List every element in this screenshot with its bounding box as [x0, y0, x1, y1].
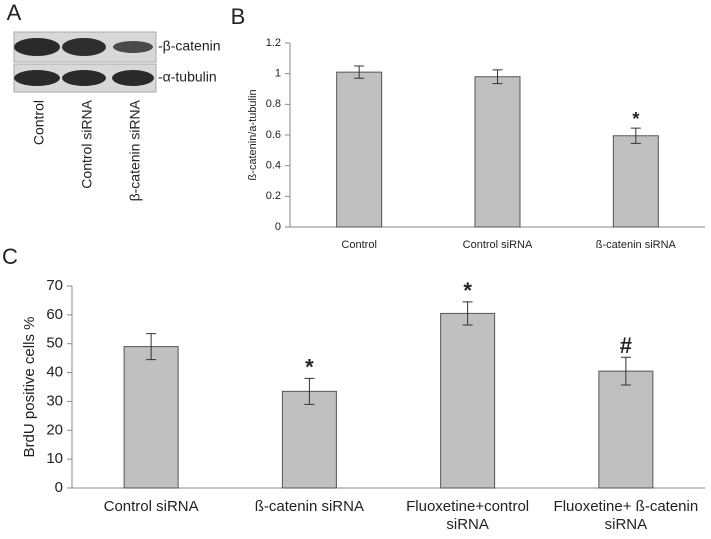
y-tick-label: 50	[46, 335, 63, 352]
bar	[440, 312, 496, 489]
bar	[598, 370, 654, 489]
bar	[123, 346, 179, 489]
x-tick-label: Control siRNA	[462, 239, 533, 251]
annotation: *	[632, 109, 639, 129]
x-tick-label: ß-catenin siRNA	[254, 498, 364, 515]
y-tick-label: 30	[46, 392, 63, 409]
lane-label: Control	[31, 100, 47, 145]
error-bar	[462, 301, 473, 326]
y-axis-label: BrdU positive cells %	[21, 317, 38, 458]
panel-label: C	[2, 244, 18, 269]
panel-label: B	[231, 4, 246, 29]
bar	[474, 76, 521, 228]
annotation: *	[463, 278, 472, 303]
y-tick-label: 0.4	[266, 160, 281, 172]
bar	[336, 71, 383, 228]
y-tick-label: 40	[46, 364, 63, 381]
error-bar	[354, 65, 365, 79]
panel-label: A	[7, 0, 22, 25]
band-label: -α-tubulin	[158, 69, 217, 85]
x-tick-label: Fluoxetine+control siRNA	[406, 498, 530, 533]
y-tick-label: 60	[46, 306, 63, 323]
lane-label: Control siRNA	[79, 99, 95, 188]
y-axis-label: ß-catenin/a-tubulin	[247, 89, 259, 180]
y-tick-label: 1.2	[266, 37, 281, 49]
y-tick-label: 0.8	[266, 98, 281, 110]
band-label: -β-catenin	[158, 38, 221, 54]
y-tick-label: 10	[46, 450, 63, 467]
x-tick-label: Control	[341, 239, 377, 251]
y-tick-label: 0.6	[266, 129, 281, 141]
error-bar	[304, 377, 315, 405]
x-tick-label: Control siRNA	[103, 498, 199, 515]
y-tick-label: 70	[46, 277, 63, 294]
lane-label: β-catenin siRNA	[127, 99, 143, 201]
y-tick-label: 0	[55, 479, 63, 496]
y-tick-label: 0.2	[266, 190, 281, 202]
error-bar	[620, 356, 631, 386]
bar	[612, 135, 659, 228]
error-bar	[492, 69, 503, 85]
x-tick-label: Fluoxetine+ ß-catenin siRNA	[553, 498, 699, 533]
blot	[13, 31, 157, 93]
annotation: *	[305, 354, 314, 379]
annotation: #	[620, 333, 632, 358]
error-bar	[146, 333, 157, 361]
error-bar	[630, 127, 641, 144]
y-tick-label: 1	[275, 68, 281, 80]
y-tick-label: 0	[275, 221, 281, 233]
y-tick-label: 20	[46, 421, 63, 438]
bar	[281, 390, 337, 489]
x-tick-label: ß-catenin siRNA	[595, 239, 676, 251]
